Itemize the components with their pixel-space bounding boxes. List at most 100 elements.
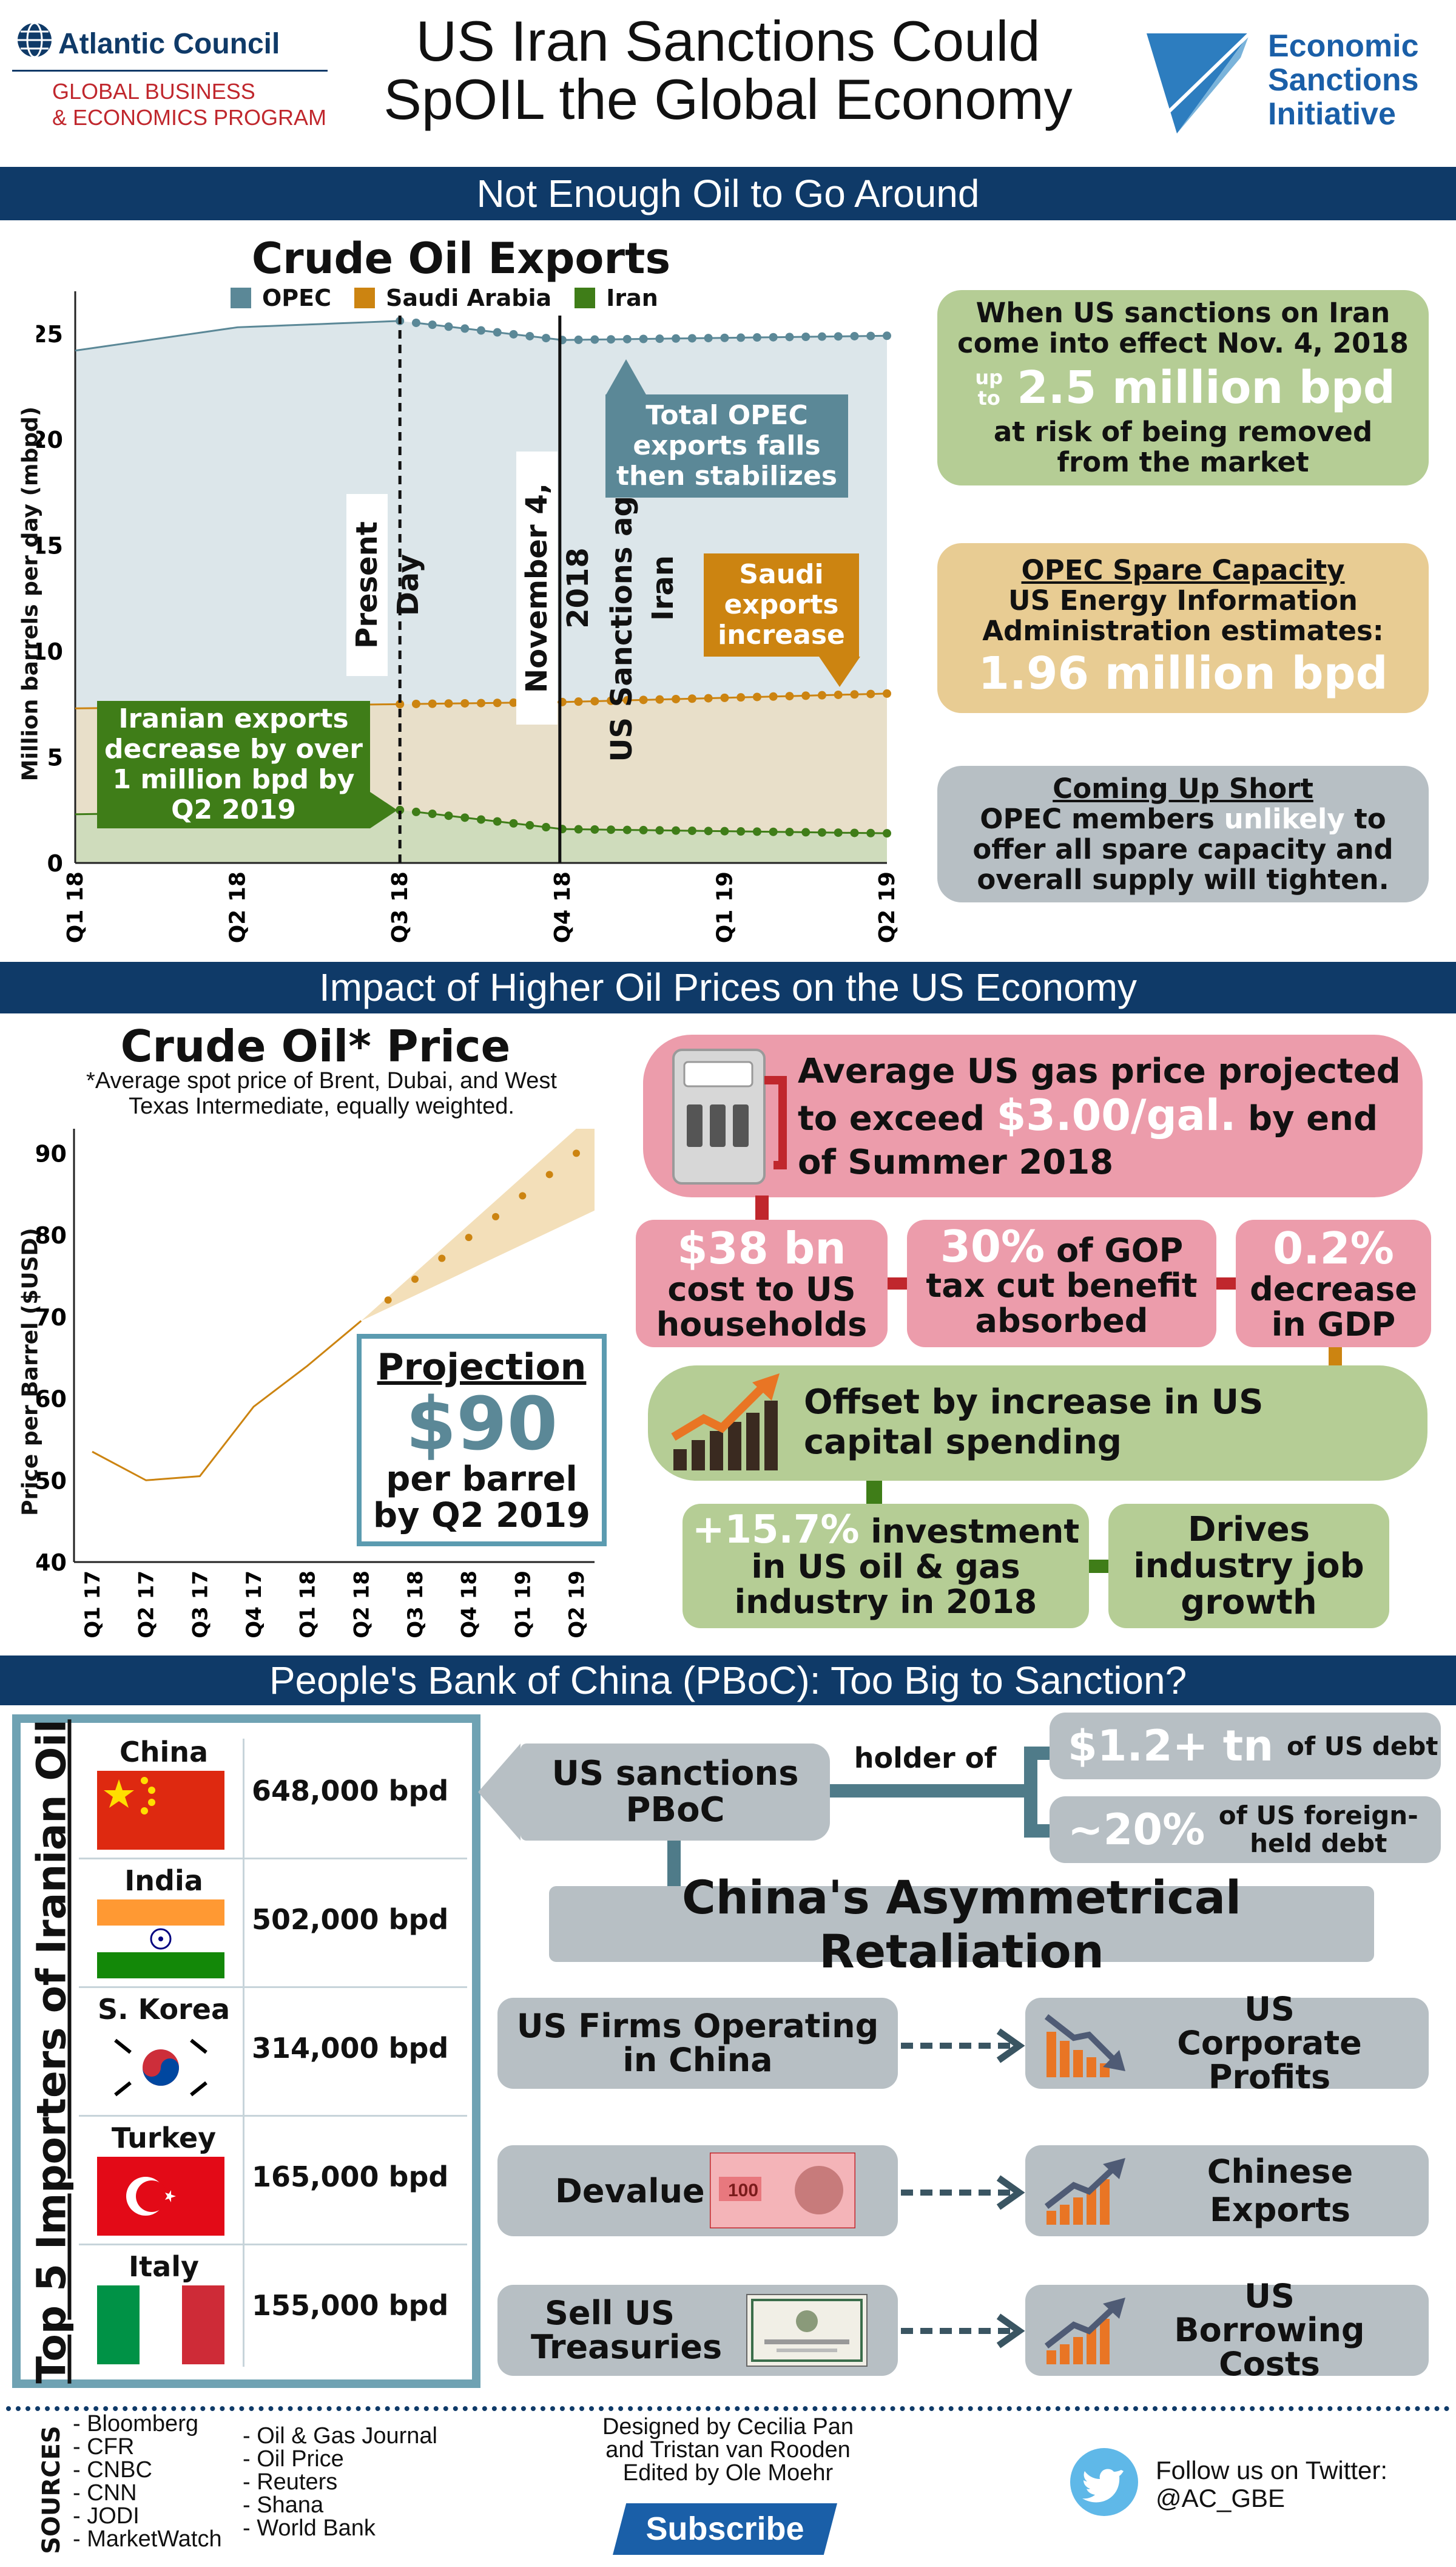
box2-title: OPEC Spare Capacity: [1021, 554, 1345, 586]
projection-point: [573, 1149, 580, 1157]
series-point: [493, 328, 502, 337]
series-point: [574, 335, 583, 344]
credit-line-2: and Tristan van Rooden: [605, 2437, 851, 2463]
y-tick-label: 20: [36, 427, 63, 453]
section-band-economy: Impact of Higher Oil Prices on the US Ec…: [0, 962, 1456, 1013]
series-point: [769, 692, 778, 701]
debt1-text: of US debt: [1287, 1731, 1438, 1761]
c2-highlight: 30%: [940, 1220, 1045, 1272]
series-point: [477, 815, 485, 824]
series-point: [460, 813, 470, 822]
header-divider: [12, 70, 328, 72]
series-point: [396, 700, 405, 709]
turkey-flag-icon: [97, 2157, 224, 2236]
projection-point: [411, 1275, 419, 1283]
series-point: [883, 689, 891, 698]
callout-opec: Total OPEC exports falls then stabilizes: [605, 394, 848, 498]
debt1-highlight: $1.2+ tn: [1068, 1721, 1274, 1771]
twitter-handle: @AC_GBE: [1156, 2484, 1286, 2512]
offset-box: [648, 1365, 1427, 1481]
price-chart-title: Crude Oil* Price: [120, 1021, 511, 1072]
sources-list-2: - Oil & Gas Journal - Oil Price - Reuters -…: [243, 2424, 437, 2540]
series-point: [704, 334, 713, 343]
importers-panel: [12, 1714, 480, 2388]
series-point: [607, 335, 616, 344]
india-flag-icon: [97, 1899, 224, 1978]
series-point: [687, 826, 696, 835]
series-point: [834, 828, 843, 837]
exports-chart-title: Crude Oil Exports: [251, 234, 671, 283]
twitter-text[interactable]: Follow us on Twitter: @AC_GBE: [1156, 2457, 1387, 2512]
series-point: [736, 693, 746, 702]
legend-swatch-opec: [231, 288, 251, 308]
series-point: [752, 827, 761, 836]
series-point: [834, 690, 843, 699]
series-point: [477, 698, 485, 708]
callout-iran: Iranian exports decrease by over 1 milli…: [97, 701, 370, 828]
series-point: [785, 828, 794, 837]
x-tick-label: Q1 19: [712, 871, 737, 943]
price-line: [92, 1320, 362, 1481]
x-tick-label: Q4 18: [457, 1571, 482, 1639]
twitter-icon[interactable]: [1068, 2446, 1141, 2518]
source-item: - World Bank: [243, 2515, 376, 2541]
source-item: - Oil & Gas Journal: [243, 2423, 437, 2449]
series-point: [396, 805, 405, 814]
holder-bracket: [1024, 1747, 1037, 1838]
series-point: [850, 690, 859, 699]
page-title-line-1: US Iran Sanctions Could: [416, 9, 1040, 73]
chinese-exports-chip: Chinese Exports: [1025, 2145, 1429, 2236]
series-point: [542, 823, 551, 832]
spare-capacity-box: OPEC Spare Capacity US Energy Informatio…: [937, 543, 1429, 713]
org-name: Atlantic Council: [58, 28, 280, 60]
series-point: [720, 333, 729, 342]
series-point: [622, 825, 632, 834]
esi-name: Economic Sanctions Initiative: [1268, 29, 1419, 132]
series-point: [542, 334, 551, 343]
investment-box: +15.7% investment in US oil & gas indust…: [682, 1504, 1089, 1628]
devalue-chip: Devalue 100: [497, 2145, 898, 2236]
debt2-text: of US foreign-held debt: [1218, 1801, 1418, 1858]
y-tick-label: 70: [36, 1304, 67, 1331]
gop-tax-box: 30% of GOP tax cut benefit absorbed: [907, 1220, 1216, 1347]
connector-gdp: [1329, 1347, 1342, 1367]
x-tick-label: Q1 18: [296, 1571, 320, 1639]
series-point: [590, 697, 599, 706]
us-profits-chip: US Corporate Profits: [1025, 1992, 1429, 2094]
series-point: [411, 318, 420, 327]
series-point: [752, 692, 761, 702]
x-tick-label: Q1 19: [511, 1571, 535, 1639]
y-tick-label: 50: [36, 1467, 67, 1494]
importer-country: Italy: [129, 2250, 199, 2283]
importer-country: India: [124, 1864, 203, 1897]
importer-value: 155,000 bpd: [252, 2289, 449, 2322]
coming-up-short-box: Coming Up Short OPEC members unlikely to…: [937, 766, 1429, 902]
projection-cone: [361, 1129, 595, 1321]
series-point: [834, 332, 843, 341]
esi-logo[interactable]: Economic Sanctions Initiative: [1141, 24, 1444, 146]
series-point: [574, 825, 583, 834]
importer-country: S. Korea: [98, 1993, 230, 2026]
series-point: [622, 334, 632, 343]
y-tick-label: 80: [36, 1222, 67, 1249]
credit-line-1: Designed by Cecilia Pan: [602, 2414, 854, 2440]
foreign-debt-chip: ~20% of US foreign-held debt: [1050, 1796, 1441, 1863]
c2-row: 30% of GOP: [940, 1220, 1184, 1272]
series-point: [411, 699, 420, 708]
job-growth-text: Drives industry job growth: [1133, 1509, 1364, 1622]
price-footnote: *Average spot price of Brent, Dubai, and…: [86, 1068, 557, 1119]
series-point: [817, 691, 826, 700]
connector-investment: [1089, 1560, 1108, 1573]
svg-text:100: 100: [728, 2180, 758, 2200]
subscribe-button[interactable]: Subscribe: [613, 2503, 837, 2555]
importer-value: 502,000 bpd: [252, 1903, 449, 1936]
connector-offset: [866, 1481, 882, 1505]
page-title-line-2: SpOIL the Global Economy: [383, 67, 1073, 131]
atlantic-council-logo[interactable]: Atlantic Council GLOBAL BUSINESS & ECONO…: [12, 15, 328, 143]
source-item: - Reuters: [243, 2469, 338, 2495]
series-point: [607, 696, 616, 705]
yuan-banknote-icon: 100: [710, 2153, 855, 2228]
projection-line2: by Q2 2019: [372, 1496, 590, 1535]
holder-of-label: holder of: [854, 1742, 997, 1774]
y-tick-label: 0: [47, 850, 63, 877]
